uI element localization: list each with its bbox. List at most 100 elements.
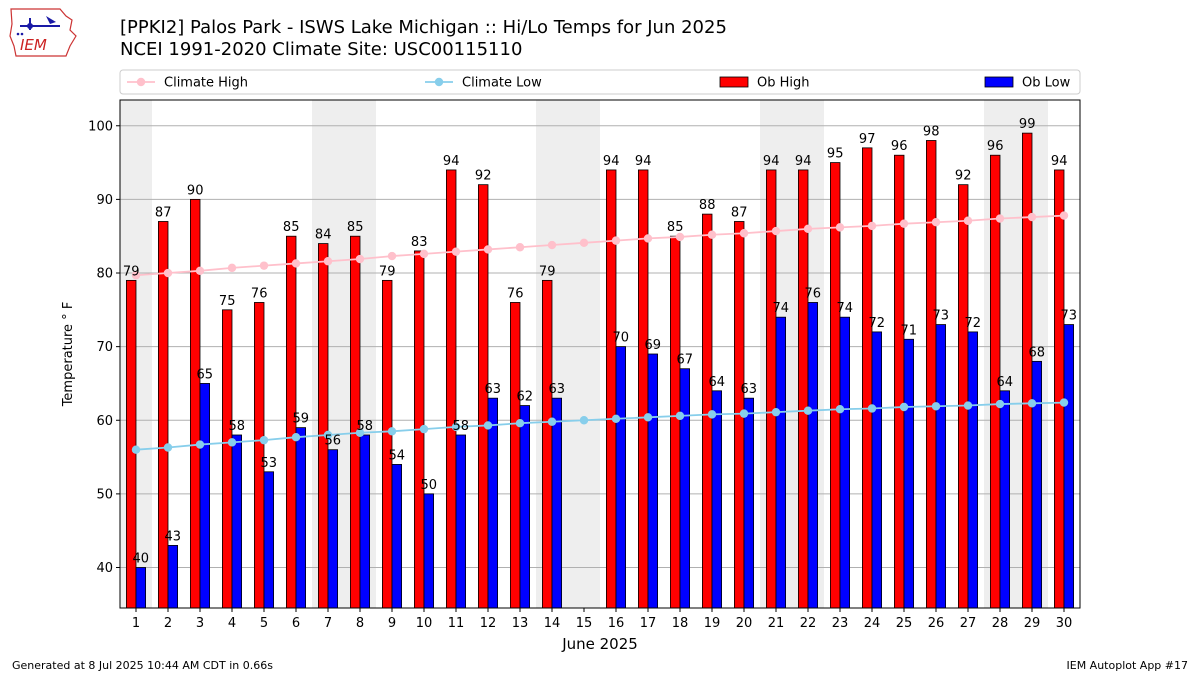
climate-low-point-25: [899, 402, 909, 412]
ob-low-label-12: 63: [485, 382, 502, 397]
ob-high-label-22: 94: [795, 154, 812, 169]
x-tick-label-22: 22: [800, 616, 817, 631]
x-tick-label-13: 13: [512, 616, 529, 631]
ob-low-bar-30: [1063, 324, 1075, 609]
app-credit: IEM Autoplot App #17: [1066, 659, 1189, 672]
ob-high-label-17: 94: [635, 154, 652, 169]
ob-high-label-26: 98: [923, 124, 940, 139]
ob-high-bar-22: [798, 169, 809, 609]
title-line-2: NCEI 1991-2020 Climate Site: USC00115110: [120, 39, 523, 60]
ob-low-bar-10: [423, 493, 435, 609]
x-tick-label-28: 28: [992, 616, 1009, 631]
legend-marker-climate-high: [136, 77, 146, 87]
y-tick-label-80: 80: [96, 267, 113, 282]
ob-low-label-19: 64: [709, 375, 726, 390]
ob-high-label-20: 87: [731, 205, 748, 220]
ob-low-bar-1: [135, 567, 147, 609]
x-tick-label-30: 30: [1056, 616, 1073, 631]
climate-low-point-29: [1027, 399, 1037, 408]
ob-low-label-2: 43: [165, 529, 182, 544]
x-tick-label-2: 2: [164, 616, 172, 631]
ob-high-label-27: 92: [955, 169, 972, 184]
ob-low-bar-25: [903, 338, 915, 609]
ob-high-bar-21: [766, 169, 777, 609]
climate-low-point-8: [355, 428, 365, 437]
climate-low-point-19: [707, 410, 717, 419]
ob-low-bar-13: [519, 405, 531, 609]
climate-high-point-3: [195, 266, 205, 276]
climate-low-point-5: [259, 435, 269, 445]
climate-low-point-21: [771, 407, 781, 417]
legend-label-ob-high: Ob High: [757, 76, 810, 91]
y-tick-label-60: 60: [96, 414, 113, 429]
climate-low-point-26: [931, 402, 941, 411]
ob-high-label-21: 94: [763, 154, 780, 169]
ob-low-label-17: 69: [645, 338, 662, 353]
legend: Climate High Climate Low Ob High Ob Low: [119, 69, 1081, 95]
climate-low-point-15: [579, 416, 589, 425]
climate-high-point-20: [739, 229, 749, 238]
ob-high-label-8: 85: [347, 220, 364, 235]
climate-high-point-17: [643, 234, 653, 243]
ob-high-bar-2: [157, 221, 169, 609]
climate-high-point-22: [803, 224, 813, 234]
legend-label-climate-low: Climate Low: [462, 76, 542, 91]
climate-high-point-24: [867, 221, 877, 231]
ob-high-label-10: 83: [411, 235, 428, 250]
ob-low-bar-2: [167, 545, 179, 609]
ob-high-label-25: 96: [891, 139, 908, 154]
ob-high-bar-24: [862, 147, 873, 609]
x-tick-label-27: 27: [960, 616, 977, 631]
x-tick-label-26: 26: [928, 616, 945, 631]
climate-high-point-25: [899, 219, 909, 228]
climate-high-point-26: [931, 218, 941, 227]
ob-high-bar-11: [445, 169, 457, 609]
climate-low-point-12: [483, 421, 493, 430]
y-tick-label-40: 40: [96, 561, 113, 576]
iem-logo: IEM: [9, 8, 77, 57]
climate-high-point-4: [227, 263, 237, 273]
legend-label-ob-low: Ob Low: [1022, 76, 1071, 91]
climate-high-point-6: [291, 259, 301, 268]
climate-high-point-14: [547, 240, 557, 250]
ob-low-label-26: 73: [933, 309, 950, 324]
climate-high-line: [135, 214, 1065, 277]
climate-high-point-15: [579, 238, 589, 248]
title-line-1: [PPKI2] Palos Park - ISWS Lake Michigan …: [120, 17, 727, 38]
x-tick-label-14: 14: [544, 616, 561, 631]
legend-swatch-ob-low: [984, 76, 1014, 88]
y-axis-label: Temperature ° F: [61, 302, 76, 408]
climate-high-point-5: [259, 261, 269, 270]
x-tick-label-21: 21: [768, 616, 785, 631]
ob-high-bar-18: [670, 235, 681, 609]
legend-swatch-ob-high: [719, 76, 749, 88]
climate-high-point-10: [419, 249, 429, 259]
climate-high-point-1: [131, 271, 141, 280]
ob-low-label-24: 72: [869, 316, 886, 331]
ob-high-label-6: 85: [283, 220, 300, 235]
climate-high-point-23: [835, 223, 845, 232]
ob-low-bar-27: [967, 331, 979, 609]
generated-timestamp: Generated at 8 Jul 2025 10:44 AM CDT in …: [12, 659, 273, 672]
ob-low-bar-19: [711, 390, 723, 609]
ob-low-label-1: 40: [133, 552, 150, 567]
weekend-shade-day-15: [568, 100, 600, 608]
climate-low-point-13: [515, 419, 525, 428]
ob-high-label-11: 94: [443, 154, 460, 169]
climate-low-point-27: [963, 401, 973, 410]
ob-low-bar-20: [743, 397, 755, 609]
climate-low-point-17: [643, 413, 653, 422]
ob-low-label-3: 65: [197, 367, 214, 382]
climate-low-point-6: [291, 432, 301, 442]
x-tick-label-17: 17: [640, 616, 657, 631]
ob-high-label-14: 79: [539, 264, 556, 279]
ob-low-bar-14: [551, 397, 563, 609]
ob-high-bar-16: [606, 169, 617, 609]
x-tick-label-29: 29: [1024, 616, 1041, 631]
climate-high-point-11: [451, 247, 461, 256]
ob-low-bar-6: [295, 427, 307, 609]
ob-low-label-21: 74: [773, 301, 790, 316]
climate-low-point-1: [131, 445, 141, 454]
ob-high-label-1: 79: [123, 264, 140, 279]
ob-low-label-13: 62: [517, 390, 534, 405]
